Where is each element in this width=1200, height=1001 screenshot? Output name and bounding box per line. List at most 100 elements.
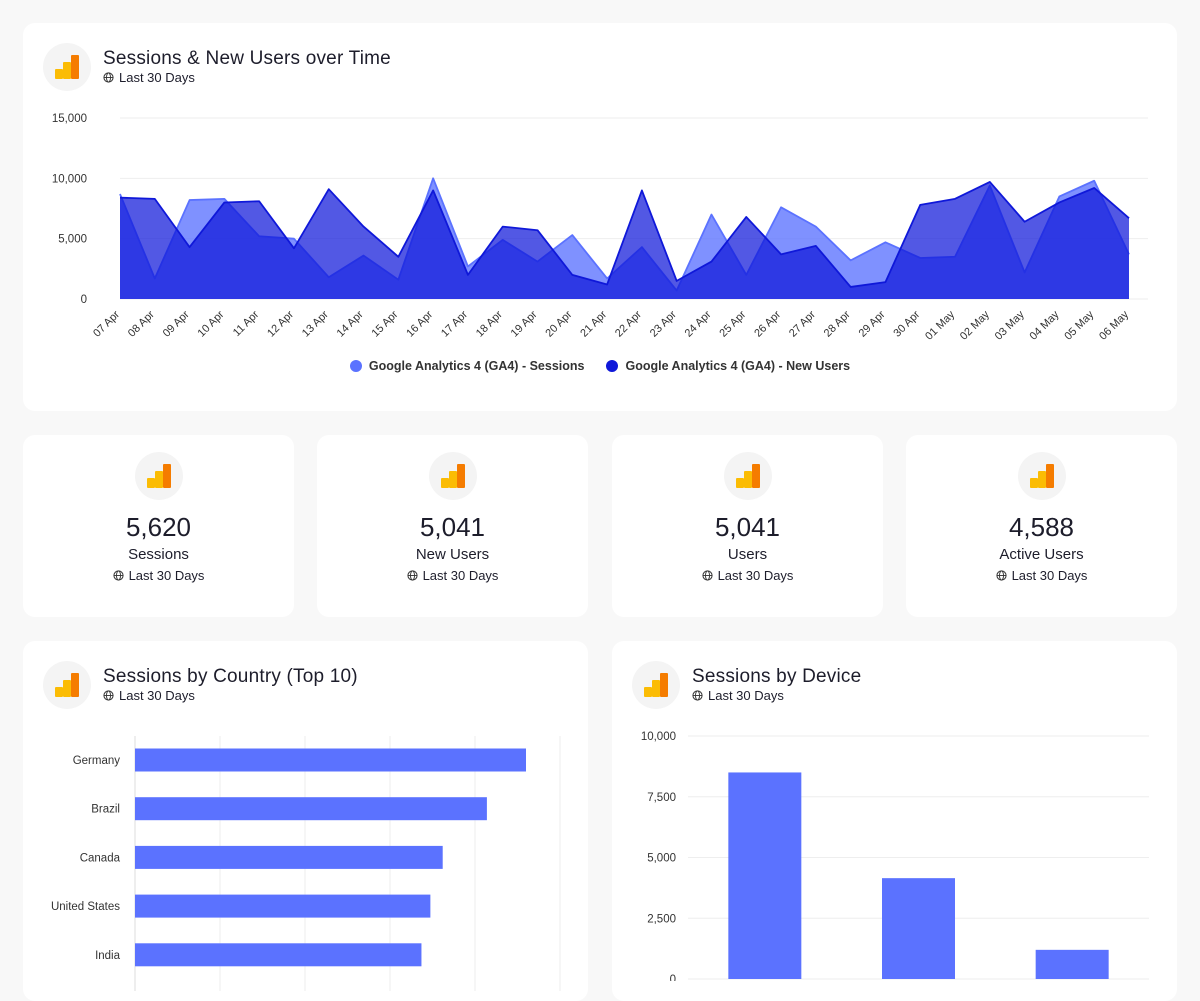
category-label: Germany bbox=[73, 755, 121, 767]
legend-label: Google Analytics 4 (GA4) - New Users bbox=[625, 359, 851, 373]
x-tick-label: 20 Apr bbox=[543, 308, 574, 339]
country-bar-chart: Germany Brazil Canada United States India bbox=[51, 736, 561, 991]
x-tick-label: 04 May bbox=[1028, 308, 1062, 342]
x-tick-label: 11 Apr bbox=[231, 308, 262, 339]
legend-item-sessions[interactable]: Google Analytics 4 (GA4) - Sessions bbox=[349, 359, 585, 373]
google-analytics-icon bbox=[429, 452, 477, 500]
sessions-new-users-card: Sessions & New Users over Time Last 30 D… bbox=[23, 23, 1177, 411]
kpi-value: 5,041 bbox=[714, 512, 781, 542]
google-analytics-icon bbox=[1018, 452, 1066, 500]
kpi-value: 5,041 bbox=[419, 512, 486, 542]
x-tick-label: 09 Apr bbox=[161, 308, 192, 339]
x-tick-label: 30 Apr bbox=[891, 308, 922, 339]
bar bbox=[728, 772, 802, 979]
x-tick-label: 18 Apr bbox=[474, 308, 505, 339]
x-tick-label: 10 Apr bbox=[196, 308, 227, 339]
y-tick-label: 10,000 bbox=[52, 173, 87, 185]
category-label: Canada bbox=[80, 852, 121, 864]
legend-item-new-users[interactable]: Google Analytics 4 (GA4) - New Users bbox=[606, 359, 850, 373]
y-tick-label: 5,000 bbox=[58, 234, 87, 246]
kpi-card-active-users: 4,588 Active Users Last 30 Days bbox=[906, 435, 1177, 617]
x-tick-label: 03 May bbox=[993, 308, 1027, 342]
y-tick-label: 7,500 bbox=[647, 792, 676, 804]
category-label: Brazil bbox=[91, 804, 120, 816]
legend-label: Google Analytics 4 (GA4) - Sessions bbox=[368, 359, 585, 373]
x-tick-label: 25 Apr bbox=[717, 308, 748, 339]
x-tick-label: 22 Apr bbox=[613, 308, 644, 339]
subtitle-text: Last 30 Days bbox=[1011, 568, 1088, 583]
google-analytics-icon bbox=[43, 661, 91, 709]
globe-icon bbox=[995, 570, 1007, 581]
bar bbox=[135, 894, 431, 918]
subtitle-text: Last 30 Days bbox=[422, 568, 499, 583]
x-tick-label: 29 Apr bbox=[857, 308, 888, 339]
bar bbox=[135, 845, 443, 869]
x-tick-label: 06 May bbox=[1097, 308, 1131, 342]
bar bbox=[135, 943, 422, 967]
device-bar-chart: 0 2,500 5,000 7,500 10,000 bbox=[641, 731, 1149, 981]
sessions-by-device-card: Sessions by Device Last 30 Days 0 2,500 5,… bbox=[612, 641, 1177, 1001]
subtitle-text: Last 30 Days bbox=[708, 688, 784, 703]
x-tick-label: 17 Apr bbox=[439, 308, 470, 339]
category-label: India bbox=[95, 950, 121, 962]
card-title: Sessions by Country (Top 10) bbox=[103, 666, 358, 687]
x-tick-label: 14 Apr bbox=[335, 308, 366, 339]
x-tick-label: 21 Apr bbox=[578, 308, 609, 339]
kpi-subtitle: Last 30 Days bbox=[23, 568, 294, 583]
subtitle-text: Last 30 Days bbox=[119, 70, 195, 85]
globe-icon bbox=[692, 690, 703, 701]
y-tick-label: 0 bbox=[81, 294, 87, 306]
chart-legend: Google Analytics 4 (GA4) - Sessions Goog… bbox=[23, 359, 1177, 373]
kpi-value: 4,588 bbox=[1008, 512, 1075, 542]
area-chart: 0 5,000 10,000 15,000 07 Apr 08 Apr 09 Apr 10 A… bbox=[52, 113, 1148, 343]
x-tick-label: 26 Apr bbox=[752, 308, 783, 339]
kpi-card-sessions: 5,620 Sessions Last 30 Days bbox=[23, 435, 294, 617]
kpi-label: New Users bbox=[415, 546, 490, 563]
x-tick-label: 23 Apr bbox=[648, 308, 679, 339]
card-subtitle: Last 30 Days bbox=[103, 688, 195, 703]
card-title: Sessions by Device bbox=[692, 666, 862, 687]
kpi-label: Active Users bbox=[999, 546, 1084, 563]
kpi-subtitle: Last 30 Days bbox=[317, 568, 588, 583]
google-analytics-icon bbox=[135, 452, 183, 500]
globe-icon bbox=[112, 570, 124, 581]
globe-icon bbox=[103, 72, 114, 83]
x-tick-label: 24 Apr bbox=[683, 308, 714, 339]
bar bbox=[135, 797, 487, 821]
google-analytics-icon bbox=[724, 452, 772, 500]
category-label: United States bbox=[51, 901, 120, 913]
x-tick-label: 12 Apr bbox=[265, 308, 296, 339]
area-series-2 bbox=[120, 181, 1129, 299]
x-tick-label: 02 May bbox=[958, 308, 992, 342]
card-title: Sessions & New Users over Time bbox=[103, 48, 391, 69]
x-tick-label: 15 Apr bbox=[369, 308, 400, 339]
x-tick-label: 08 Apr bbox=[126, 308, 157, 339]
kpi-value: 5,620 bbox=[125, 512, 192, 542]
y-tick-label: 2,500 bbox=[647, 913, 676, 925]
subtitle-text: Last 30 Days bbox=[128, 568, 205, 583]
card-subtitle: Last 30 Days bbox=[692, 688, 784, 703]
x-tick-label: 07 Apr bbox=[91, 308, 122, 339]
line-series-2 bbox=[119, 181, 1130, 288]
globe-icon bbox=[406, 570, 418, 581]
x-tick-label: 01 May bbox=[923, 308, 957, 342]
subtitle-text: Last 30 Days bbox=[119, 688, 195, 703]
legend-dot-new-users bbox=[606, 360, 619, 372]
x-tick-label: 05 May bbox=[1062, 308, 1096, 342]
y-tick-label: 10,000 bbox=[641, 731, 676, 743]
x-tick-label: 27 Apr bbox=[787, 308, 818, 339]
legend-dot-sessions bbox=[349, 360, 362, 372]
bar bbox=[1035, 949, 1109, 979]
kpi-label: Sessions bbox=[128, 546, 189, 563]
kpi-subtitle: Last 30 Days bbox=[612, 568, 883, 583]
google-analytics-icon bbox=[632, 661, 680, 709]
bar bbox=[135, 748, 526, 772]
globe-icon bbox=[103, 690, 114, 701]
subtitle-text: Last 30 Days bbox=[717, 568, 794, 583]
kpi-card-users: 5,041 Users Last 30 Days bbox=[612, 435, 883, 617]
y-tick-label: 15,000 bbox=[52, 113, 87, 125]
card-subtitle: Last 30 Days bbox=[103, 70, 195, 85]
kpi-card-new-users: 5,041 New Users Last 30 Days bbox=[317, 435, 588, 617]
bar bbox=[882, 878, 955, 979]
globe-icon bbox=[701, 570, 713, 581]
